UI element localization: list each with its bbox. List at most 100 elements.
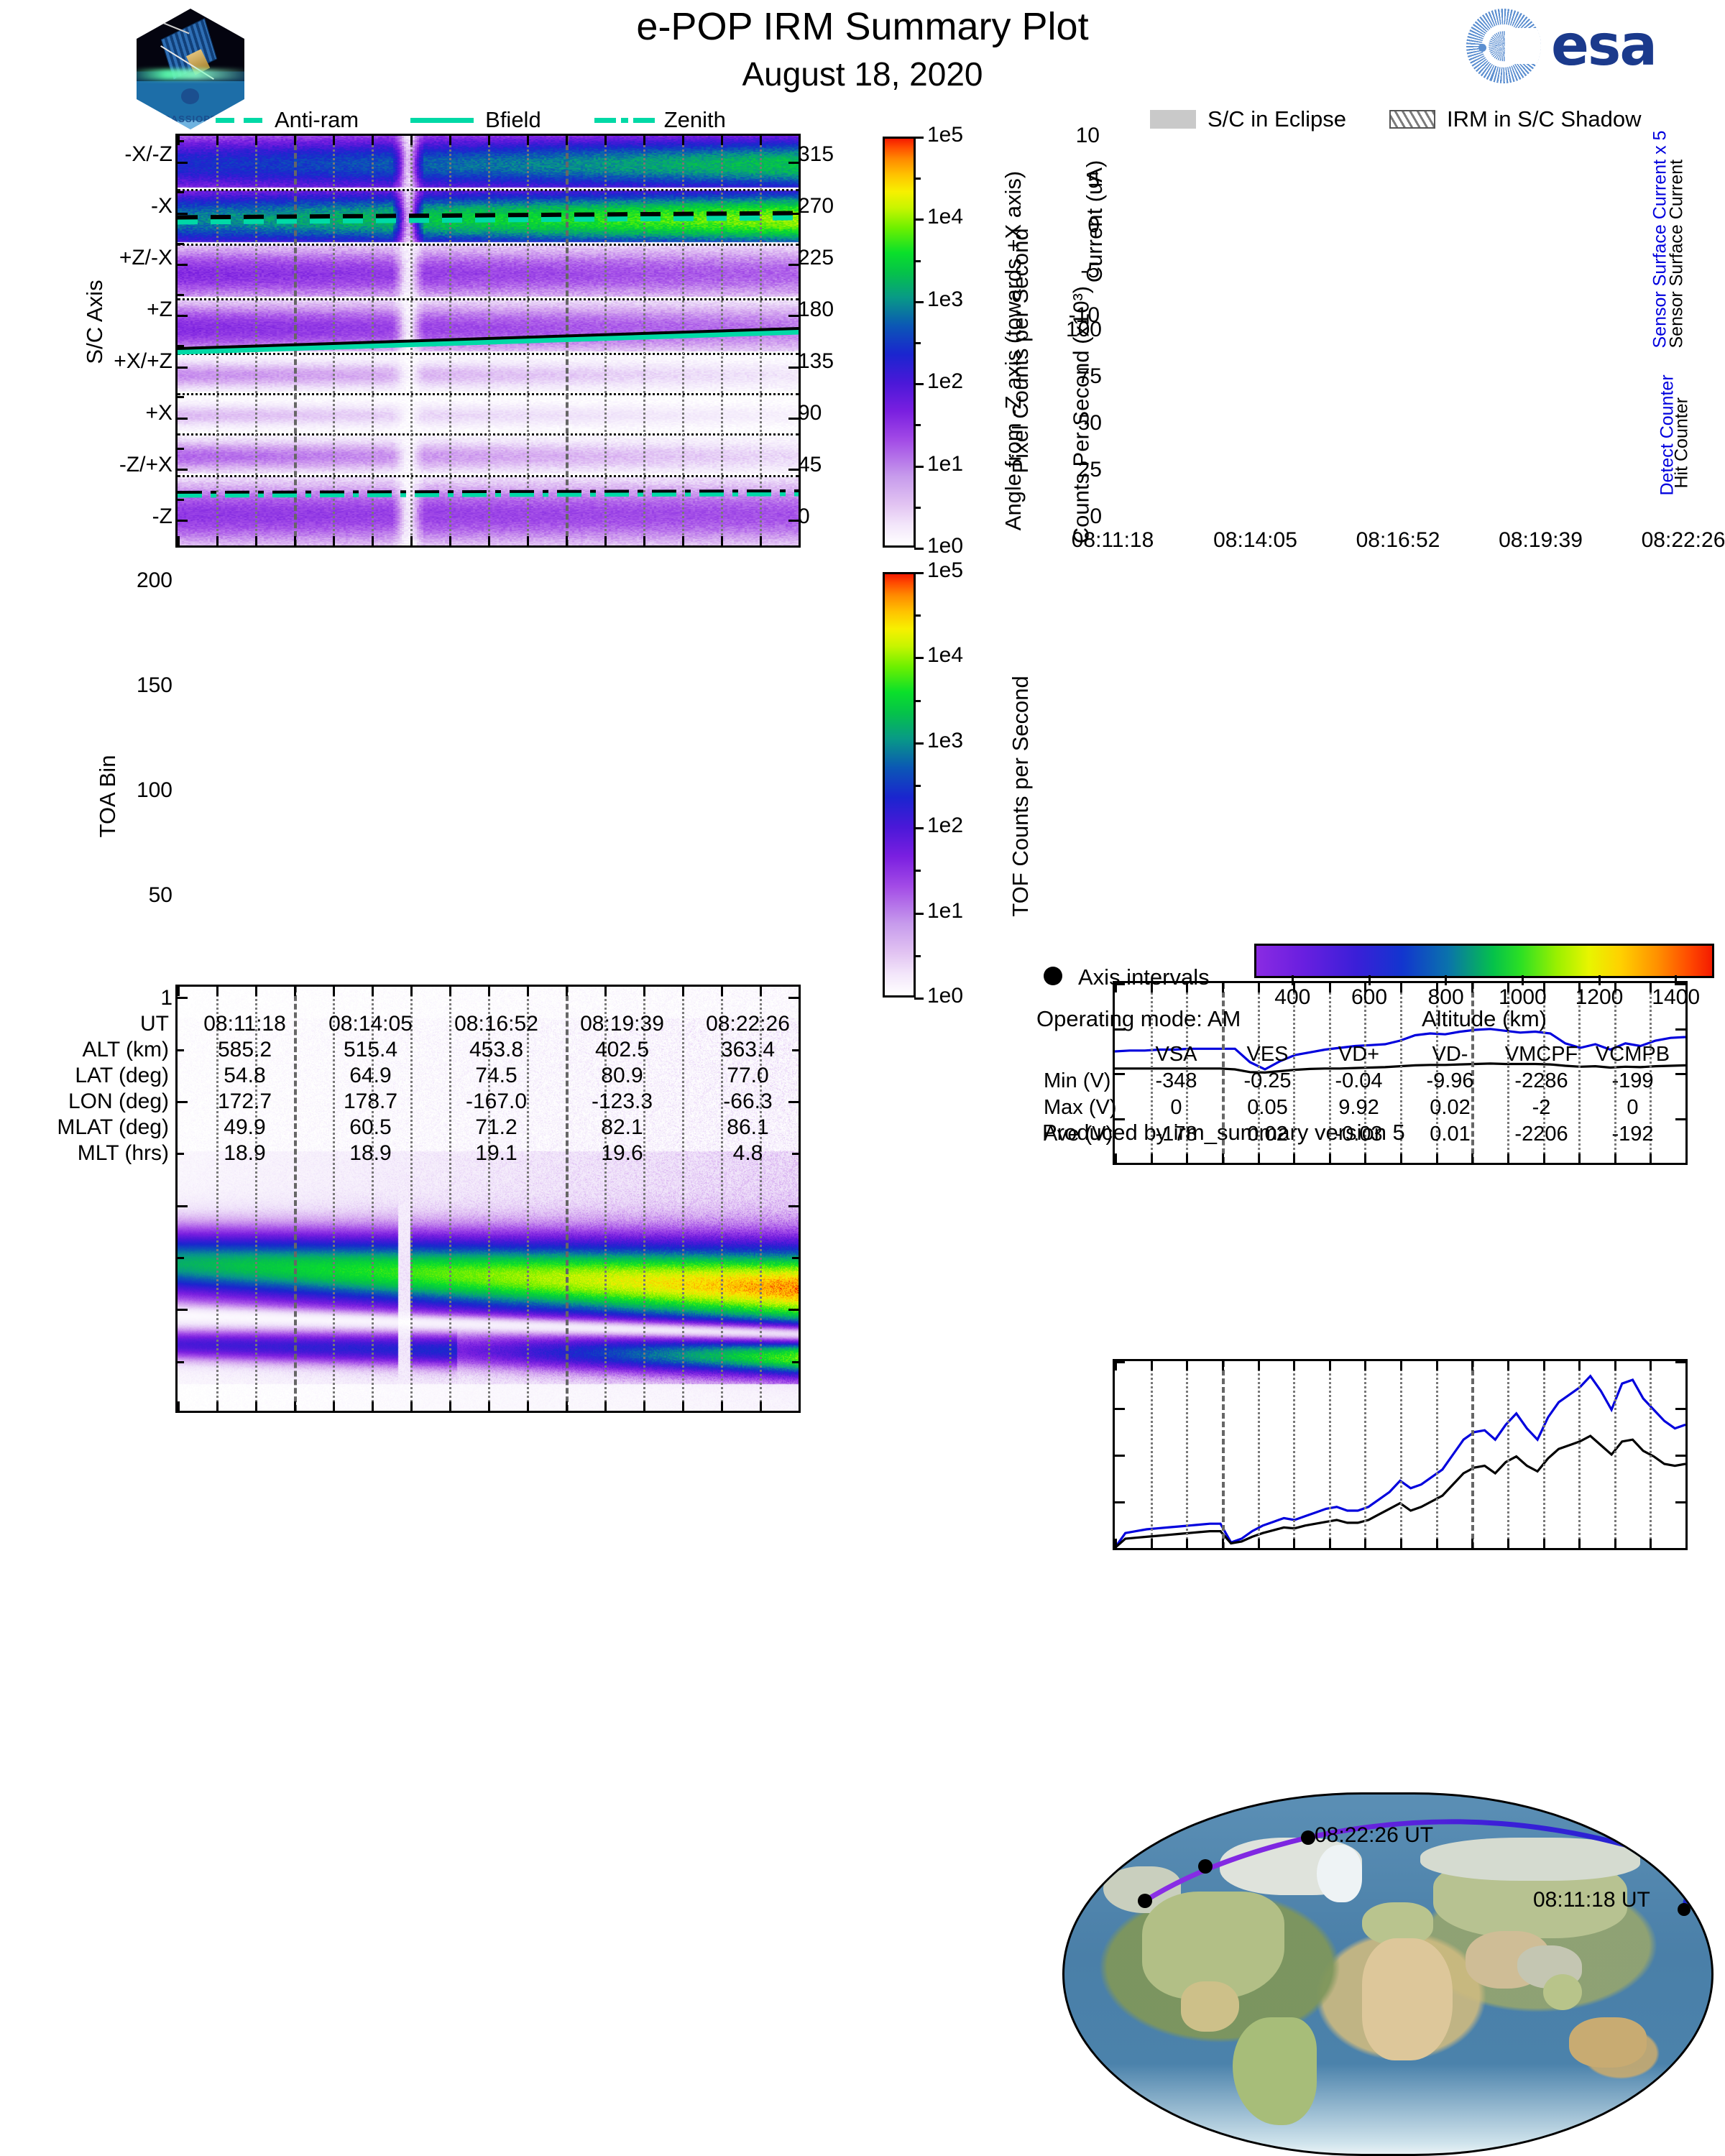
cb-ticklabel-2: 1e3 <box>927 728 964 752</box>
alt-cb-tick <box>1291 975 1294 985</box>
alt-cb-ticklabel-5: 1400 <box>1652 985 1701 1009</box>
time-gridline <box>760 136 762 545</box>
x-tick <box>178 1401 180 1411</box>
time-gridline <box>1506 1361 1509 1548</box>
x-tick <box>1471 1153 1474 1163</box>
ground-track-map[interactable]: 08:22:26 UT 08:11:18 UT <box>1062 1792 1714 2156</box>
x-tick <box>1186 1539 1189 1548</box>
current-panel-ytick-labels: 10 5 0 -5 -10 <box>1049 124 1100 327</box>
x-tick <box>1328 1361 1331 1370</box>
cb-ticklabel-0: 1e5 <box>927 123 964 147</box>
x-tick <box>1650 1153 1652 1163</box>
y-minor-tick <box>178 447 184 450</box>
legend-swatch-eclipse <box>1150 110 1196 129</box>
y-minor-tick <box>178 345 184 347</box>
x-tick <box>372 1401 374 1411</box>
x-tick <box>294 136 296 145</box>
time-gridline <box>1471 983 1475 1163</box>
x-tick <box>488 1401 490 1411</box>
x-tick <box>1685 1361 1688 1370</box>
cb-tick <box>914 465 924 468</box>
map-end-time-label: 08:22:26 UT <box>1315 1823 1434 1847</box>
x-tick <box>1293 1153 1296 1163</box>
legend-label-irm-shadow: IRM in S/C Shadow <box>1446 106 1642 132</box>
y-tick <box>178 212 188 215</box>
legend-label-zenith: Zenith <box>663 107 726 132</box>
pixel-y2tick-6: 45 <box>798 453 822 476</box>
x-tick <box>372 987 374 996</box>
x-tick <box>799 136 801 145</box>
x-tick <box>1471 983 1474 992</box>
x-tick <box>1257 1539 1260 1548</box>
x-tick <box>527 1401 529 1411</box>
x-tick <box>1471 1539 1474 1548</box>
time-gridline <box>1542 983 1545 1163</box>
time-gridline <box>1221 983 1225 1163</box>
y-minor-tick <box>178 1049 184 1051</box>
alt-cb-tick <box>1598 975 1601 985</box>
y-tick <box>788 212 799 215</box>
legend-swatch-anti-ram <box>216 117 272 123</box>
x-tick <box>566 987 568 996</box>
x-tick <box>604 1401 607 1411</box>
pixel-panel-y2tick-labels: 315 270 225 180 135 90 45 0 <box>798 129 877 546</box>
x-tick <box>1614 983 1616 992</box>
x-tick <box>1364 1539 1367 1548</box>
x-tick <box>178 987 180 996</box>
cb-minor-tick <box>914 870 921 872</box>
ephemeris-cell-5-0: 18.9 <box>224 1141 266 1165</box>
cb-ticklabel-3: 1e2 <box>927 814 964 838</box>
x-tick <box>566 536 568 545</box>
pixel-colorbar-label: Pixel Counts per Second <box>1008 228 1033 474</box>
pixel-counts-spectrogram[interactable] <box>175 134 801 548</box>
cb-ticklabel-0: 1e5 <box>927 558 964 582</box>
ephemeris-cell-0-2: 08:16:52 <box>454 1012 538 1036</box>
voltage-cell-1-0: 0 <box>1170 1096 1182 1119</box>
cb-minor-tick <box>914 506 921 509</box>
x-tick <box>294 1401 296 1411</box>
altitude-colorbar-ticklabels: 400 600 800 1000 1200 1400 <box>1254 975 1714 1011</box>
y-minor-tick <box>178 191 184 194</box>
ephemeris-cell-1-2: 453.8 <box>469 1038 524 1061</box>
ephemeris-row: ALT (km) 585.2 515.4 453.8 402.5 363.4 <box>18 1038 811 1064</box>
x-tick <box>682 536 684 545</box>
x-tick <box>294 536 296 545</box>
x-tick <box>372 536 374 545</box>
ephemeris-cell-4-3: 82.1 <box>601 1115 643 1139</box>
y-tick <box>178 1411 188 1413</box>
axis-interval-marker-icon <box>1044 967 1062 985</box>
pixel-ytick-4: +X/+Z <box>114 349 172 373</box>
ephemeris-cell-4-1: 60.5 <box>349 1115 392 1139</box>
cassiope-mission-logo: CASSIOPE <box>132 4 249 134</box>
ephemeris-cell-2-4: 77.0 <box>727 1064 769 1087</box>
x-tick <box>488 536 490 545</box>
x-tick <box>1542 1361 1545 1370</box>
time-gridline <box>1293 983 1296 1163</box>
alt-cb-ticklabel-1: 600 <box>1351 985 1388 1009</box>
ephemeris-cell-2-2: 74.5 <box>475 1064 518 1087</box>
y-tick <box>1675 1455 1685 1457</box>
x-tick <box>449 1401 451 1411</box>
time-gridline <box>1257 1361 1260 1548</box>
cb-minor-tick <box>914 954 921 957</box>
map-start-time-label: 08:11:18 UT <box>1533 1888 1650 1912</box>
x-tick <box>1186 1361 1189 1370</box>
pixel-ytick-6: -Z/+X <box>119 453 172 476</box>
x-tick <box>566 136 568 145</box>
pixel-y2tick-4: 135 <box>798 349 834 373</box>
cb-ticklabel-1: 1e4 <box>927 643 964 668</box>
time-gridline <box>1578 983 1581 1163</box>
x-tick <box>527 987 529 996</box>
time-gridline <box>1257 983 1260 1163</box>
spectrogram-legend: Anti-ram Bfield Zenith <box>216 106 805 134</box>
x-tick <box>255 136 257 145</box>
y-tick <box>1675 1118 1685 1120</box>
counts-timeseries-plot[interactable] <box>1113 1359 1688 1550</box>
ephemeris-cell-1-4: 363.4 <box>720 1038 776 1061</box>
voltage-cell-0-3: -9.96 <box>1426 1069 1474 1092</box>
counts-panel-xtick-labels: 08:11:18 08:14:05 08:16:52 08:19:39 08:22:26 <box>1064 528 1725 557</box>
ephemeris-cell-5-4: 4.8 <box>732 1141 763 1165</box>
time-gridline <box>1364 983 1367 1163</box>
voltage-cell-1-2: 9.92 <box>1338 1096 1379 1119</box>
x-tick <box>527 536 529 545</box>
